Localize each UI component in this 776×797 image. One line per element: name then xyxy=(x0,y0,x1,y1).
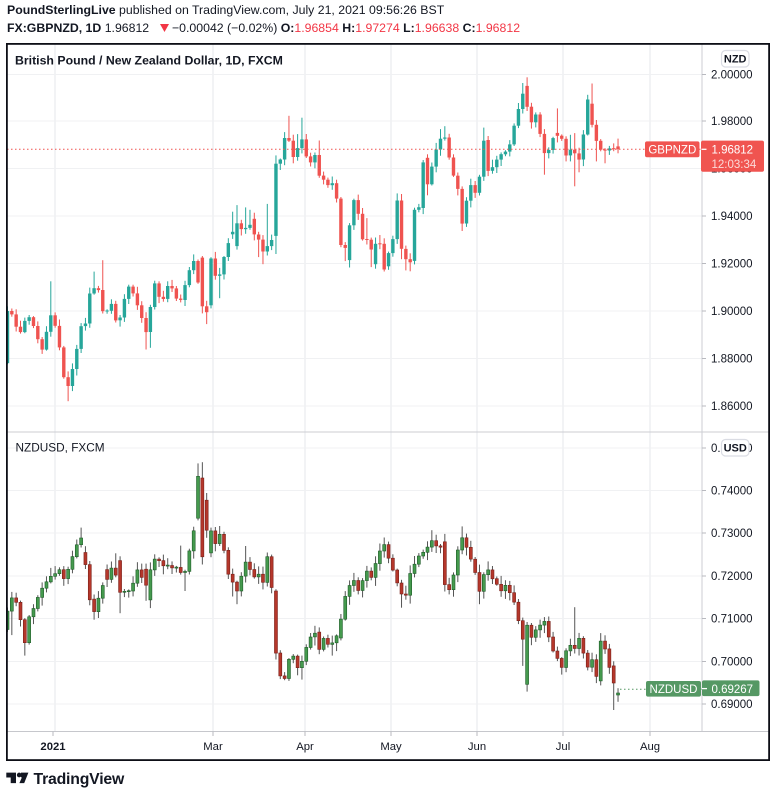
svg-text:NZDUSD: NZDUSD xyxy=(650,684,698,696)
svg-text:0.74000: 0.74000 xyxy=(711,486,753,498)
svg-text:FX:GBPNZD, 1D 1.96812: FX:GBPNZD, 1D 1.96812 xyxy=(7,21,149,35)
svg-text:1.86000: 1.86000 xyxy=(711,401,753,413)
svg-text:British Pound / New Zealand Do: British Pound / New Zealand Dollar, 1D, … xyxy=(15,54,283,68)
svg-text:2021: 2021 xyxy=(40,741,65,753)
svg-text:0.71000: 0.71000 xyxy=(711,614,753,626)
svg-text:1.98000: 1.98000 xyxy=(711,116,753,128)
svg-text:NZDUSD, FXCM: NZDUSD, FXCM xyxy=(16,441,105,455)
svg-text:TradingView: TradingView xyxy=(34,771,125,788)
svg-text:PoundSterlingLive published on: PoundSterlingLive published on TradingVi… xyxy=(7,3,445,17)
svg-text:−0.00042 (−0.02%) O:1.96854 H:: −0.00042 (−0.02%) O:1.96854 H:1.97274 L:… xyxy=(172,21,520,35)
svg-text:1.92000: 1.92000 xyxy=(711,259,753,271)
svg-text:NZD: NZD xyxy=(724,54,747,66)
svg-text:1.94000: 1.94000 xyxy=(711,211,753,223)
svg-text:1.96812: 1.96812 xyxy=(712,145,754,157)
svg-text:12:03:34: 12:03:34 xyxy=(712,159,757,171)
svg-text:Jul: Jul xyxy=(556,741,570,753)
svg-text:2.00000: 2.00000 xyxy=(711,70,753,82)
svg-text:USD: USD xyxy=(724,443,747,455)
svg-text:1.88000: 1.88000 xyxy=(711,354,753,366)
svg-text:Apr: Apr xyxy=(296,741,314,753)
svg-text:Aug: Aug xyxy=(640,741,660,753)
svg-text:0.70000: 0.70000 xyxy=(711,657,753,669)
svg-text:May: May xyxy=(380,741,402,753)
svg-text:0.69000: 0.69000 xyxy=(711,699,753,711)
svg-text:GBPNZD: GBPNZD xyxy=(648,145,696,157)
svg-text:Jun: Jun xyxy=(468,741,486,753)
svg-text:0.73000: 0.73000 xyxy=(711,528,753,540)
svg-text:Mar: Mar xyxy=(203,741,223,753)
svg-text:1.90000: 1.90000 xyxy=(711,306,753,318)
svg-text:0.72000: 0.72000 xyxy=(711,571,753,583)
svg-text:0.69267: 0.69267 xyxy=(712,684,754,696)
